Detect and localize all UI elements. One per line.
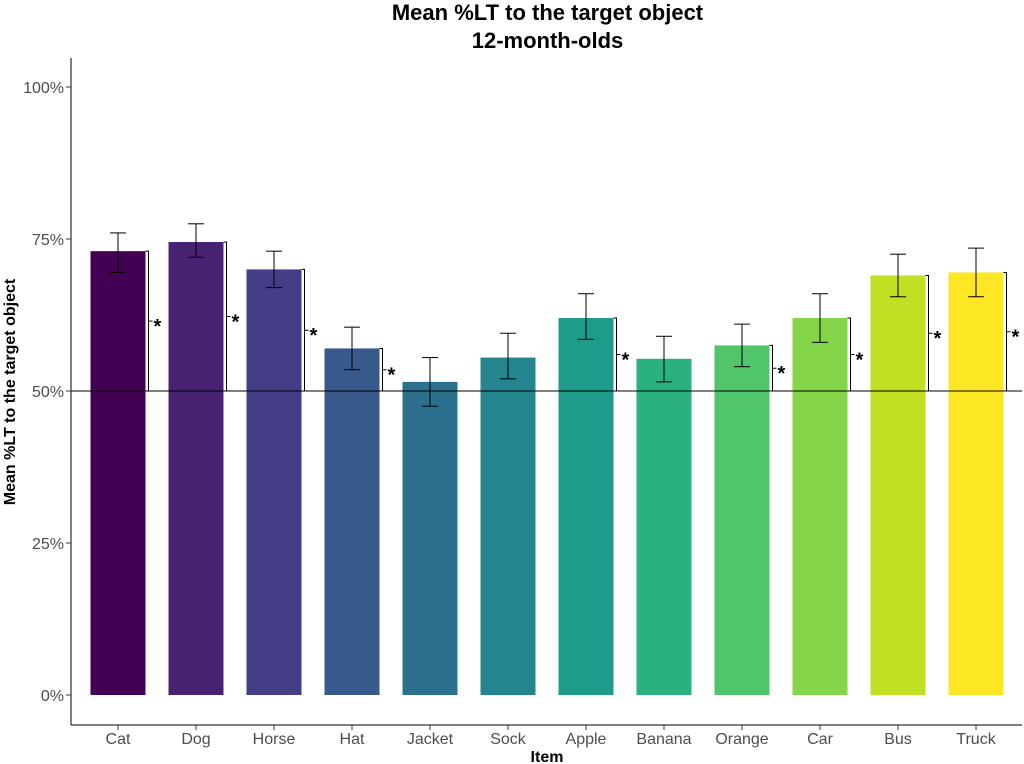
y-tick-label: 100% <box>23 80 64 97</box>
x-tick-label-hat: Hat <box>340 731 365 748</box>
x-tick-label-bus: Bus <box>884 731 912 748</box>
significance-star: * <box>856 350 864 372</box>
y-tick-label: 25% <box>32 536 64 553</box>
bar-cat <box>90 251 146 695</box>
x-tick-label-dog: Dog <box>181 731 210 748</box>
y-tick-label: 0% <box>41 688 64 705</box>
y-axis-ticks: 0% 25% 50% 75% 100% <box>23 80 71 705</box>
significance-star: * <box>622 350 630 372</box>
bar-truck <box>948 272 1004 695</box>
bar-horse <box>246 269 302 695</box>
y-axis-title: Mean %LT to the target object <box>2 278 19 505</box>
chart-title: Mean %LT to the target object <box>391 0 704 25</box>
significance-bracket <box>925 274 933 392</box>
significance-bracket <box>769 344 777 392</box>
significance-bracket <box>847 317 855 392</box>
bar-jacket <box>402 381 458 695</box>
y-tick-label: 75% <box>32 232 64 249</box>
significance-star: * <box>778 363 786 385</box>
significance-star: * <box>388 365 396 387</box>
significance-markers: * * * * * * * * * <box>145 241 1020 392</box>
x-tick-label-car: Car <box>807 731 833 748</box>
bars <box>90 242 1004 696</box>
significance-star: * <box>154 316 162 338</box>
bar-car <box>792 318 848 695</box>
significance-star: * <box>934 328 942 350</box>
bar-apple <box>558 318 614 695</box>
x-tick-label-cat: Cat <box>106 731 131 748</box>
x-axis-title: Item <box>531 749 564 764</box>
x-tick-label-banana: Banana <box>636 731 691 748</box>
significance-bracket <box>1003 271 1011 392</box>
bar-bus <box>870 275 926 695</box>
significance-star: * <box>232 312 240 334</box>
significance-bracket <box>613 317 621 392</box>
bar-orange <box>714 345 770 695</box>
y-tick-label: 50% <box>32 384 64 401</box>
significance-bracket <box>145 250 153 392</box>
x-tick-label-apple: Apple <box>566 731 607 748</box>
significance-star: * <box>310 325 318 347</box>
error-bars <box>110 223 984 407</box>
bar-sock <box>480 357 536 695</box>
significance-star: * <box>1012 327 1020 349</box>
x-tick-label-sock: Sock <box>490 731 527 748</box>
bar-dog <box>168 242 224 696</box>
x-tick-label-truck: Truck <box>956 731 996 748</box>
significance-bracket <box>379 347 387 392</box>
x-tick-label-horse: Horse <box>253 731 296 748</box>
significance-bracket <box>223 241 231 392</box>
significance-bracket <box>301 268 309 392</box>
bar-banana <box>636 358 692 695</box>
x-axis-ticks: Cat Dog Horse Hat Jacket Sock Apple Banana Orang… <box>106 725 997 748</box>
chart-subtitle: 12-month-olds <box>471 28 624 53</box>
x-tick-label-orange: Orange <box>715 731 768 748</box>
bar-hat <box>324 348 380 695</box>
x-tick-label-jacket: Jacket <box>407 731 454 748</box>
